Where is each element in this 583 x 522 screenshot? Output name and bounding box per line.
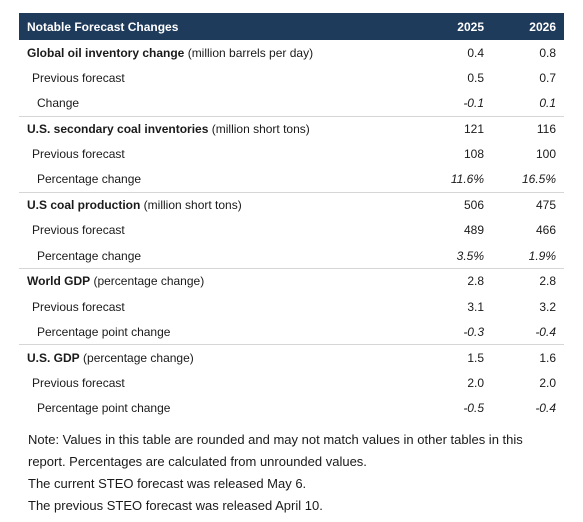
value-2026: 3.2 xyxy=(539,299,556,314)
value-2026: 1.9% xyxy=(528,248,556,263)
value-2026: 0.1 xyxy=(539,96,556,111)
value-2026: 100 xyxy=(535,147,556,162)
change-label: Change xyxy=(37,96,80,111)
table-row: Change -0.1 0.1 xyxy=(19,91,564,116)
metric-name: Global oil inventory change xyxy=(27,45,185,60)
table-row: U.S. secondary coal inventories (million… xyxy=(19,115,564,142)
value-2025: 0.5 xyxy=(467,71,484,86)
value-2026: -0.4 xyxy=(535,401,556,416)
metric-unit: (million short tons) xyxy=(208,122,310,137)
value-2025: 489 xyxy=(463,223,484,238)
metric-label: U.S coal production (million short tons) xyxy=(19,191,392,218)
note-previous-release: The previous STEO forecast was released … xyxy=(28,498,323,513)
metric-unit: (percentage change) xyxy=(90,274,205,289)
value-2025: 3.5% xyxy=(456,248,484,263)
metric-unit: (percentage change) xyxy=(79,350,194,365)
change-label: Percentage point change xyxy=(37,401,171,416)
header-row: Notable Forecast Changes 2025 2026 xyxy=(19,13,564,40)
table-row: Previous forecast 2.0 2.0 xyxy=(19,370,564,395)
year-2026-header: 2026 xyxy=(529,19,556,34)
table-row: Previous forecast 0.5 0.7 xyxy=(19,65,564,90)
metric-label: U.S. GDP (percentage change) xyxy=(19,344,392,371)
value-2026: 466 xyxy=(535,223,556,238)
note-rounding: Note: Values in this table are rounded a… xyxy=(28,432,523,469)
table-body: Global oil inventory change (million bar… xyxy=(19,40,564,421)
table-row: Percentage point change -0.3 -0.4 xyxy=(19,319,564,344)
table-title: Notable Forecast Changes xyxy=(27,19,179,34)
table-row: Global oil inventory change (million bar… xyxy=(19,40,564,65)
metric-unit: (million barrels per day) xyxy=(184,45,314,60)
table-row: U.S coal production (million short tons)… xyxy=(19,191,564,218)
value-2026: 2.0 xyxy=(539,375,556,390)
table-notes: Note: Values in this table are rounded a… xyxy=(28,429,558,517)
table-row: U.S. GDP (percentage change) 1.5 1.6 xyxy=(19,344,564,371)
change-label: Percentage point change xyxy=(37,324,171,339)
value-2025: -0.3 xyxy=(463,324,484,339)
previous-forecast-label: Previous forecast xyxy=(32,299,125,314)
metric-label: U.S. secondary coal inventories (million… xyxy=(19,115,392,142)
value-2025: 2.8 xyxy=(392,268,492,294)
previous-forecast-label: Previous forecast xyxy=(32,223,125,238)
table-row: Previous forecast 3.1 3.2 xyxy=(19,294,564,319)
previous-forecast-label: Previous forecast xyxy=(32,71,125,86)
value-2026: 16.5% xyxy=(521,172,556,187)
note-current-release: The current STEO forecast was released M… xyxy=(28,476,307,491)
value-2025: 1.5 xyxy=(392,344,492,371)
value-2025: 506 xyxy=(392,191,492,218)
value-2026: 1.6 xyxy=(492,344,564,371)
metric-name: U.S. secondary coal inventories xyxy=(27,122,209,137)
table-row: Percentage change 11.6% 16.5% xyxy=(19,167,564,192)
metric-label: Global oil inventory change (million bar… xyxy=(19,40,392,65)
table-row: Percentage change 3.5% 1.9% xyxy=(19,243,564,268)
value-2026: 116 xyxy=(492,115,564,142)
metric-name: U.S. GDP xyxy=(27,350,80,365)
metric-label: World GDP (percentage change) xyxy=(19,268,392,294)
previous-forecast-label: Previous forecast xyxy=(32,375,125,390)
table-row: World GDP (percentage change) 2.8 2.8 xyxy=(19,268,564,294)
previous-forecast-label: Previous forecast xyxy=(32,147,125,162)
value-2025: 0.4 xyxy=(467,45,484,60)
table-row: Previous forecast 108 100 xyxy=(19,142,564,167)
metric-name: U.S coal production xyxy=(27,198,141,213)
table-row: Previous forecast 489 466 xyxy=(19,218,564,243)
value-2025: 108 xyxy=(463,147,484,162)
value-2026: -0.4 xyxy=(535,324,556,339)
value-2025: 3.1 xyxy=(467,299,484,314)
value-2025: -0.5 xyxy=(463,401,484,416)
change-label: Percentage change xyxy=(37,248,142,263)
value-2025: 2.0 xyxy=(467,375,484,390)
table-row: Percentage point change -0.5 -0.4 xyxy=(19,395,564,420)
value-2025: -0.1 xyxy=(463,96,484,111)
table-header: Notable Forecast Changes 2025 2026 xyxy=(19,13,564,40)
metric-unit: (million short tons) xyxy=(140,198,242,213)
value-2025: 11.6% xyxy=(450,172,484,187)
metric-name: World GDP xyxy=(27,274,91,289)
value-2025: 121 xyxy=(392,115,492,142)
value-2026: 2.8 xyxy=(492,268,564,294)
change-label: Percentage change xyxy=(37,172,142,187)
value-2026: 475 xyxy=(492,191,564,218)
value-2026: 0.8 xyxy=(539,45,556,60)
year-2025-header: 2025 xyxy=(457,19,484,34)
forecast-table: Notable Forecast Changes 2025 2026 Globa… xyxy=(19,13,564,421)
value-2026: 0.7 xyxy=(539,71,556,86)
